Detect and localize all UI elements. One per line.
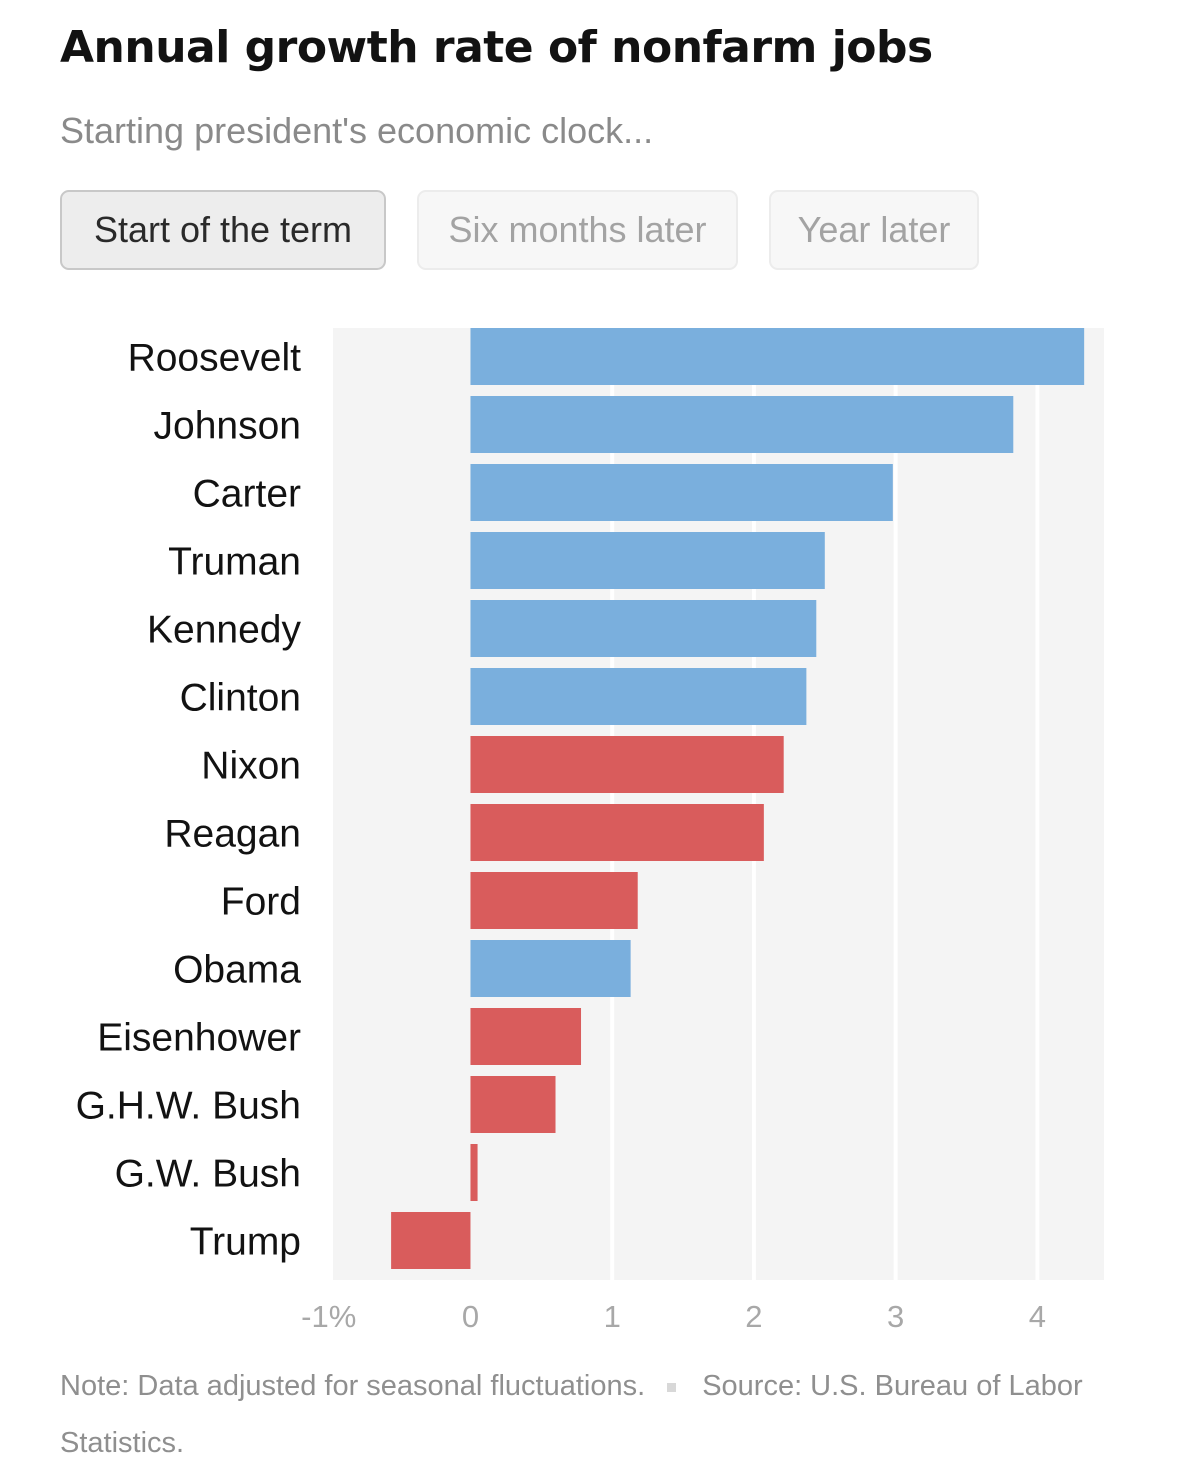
- chart-title: Annual growth rate of nonfarm jobs: [60, 22, 933, 73]
- category-label: Roosevelt: [128, 337, 302, 380]
- category-label: Johnson: [154, 405, 301, 448]
- category-label: Kennedy: [147, 609, 301, 652]
- tab-start-of-term[interactable]: Start of the term: [60, 190, 386, 270]
- bar-trump: [391, 1212, 471, 1269]
- bar-kennedy: [470, 600, 817, 657]
- bar-eisenhower: [470, 1008, 582, 1065]
- x-tick-label: 4: [1029, 1299, 1046, 1330]
- category-label: G.W. Bush: [115, 1153, 301, 1196]
- bar-truman: [470, 532, 825, 589]
- category-label: G.H.W. Bush: [76, 1085, 301, 1128]
- category-label: Trump: [190, 1221, 301, 1264]
- category-label: Clinton: [180, 677, 301, 720]
- bar-obama: [470, 940, 631, 997]
- x-tick-label: 0: [462, 1299, 479, 1330]
- category-label: Truman: [168, 541, 301, 584]
- tab-six-months-later[interactable]: Six months later: [417, 190, 738, 270]
- bar-roosevelt: [470, 328, 1085, 385]
- bar-g-w-bush: [470, 1144, 478, 1201]
- x-tick-label: 1: [604, 1299, 621, 1330]
- x-tick-label: 2: [745, 1299, 762, 1330]
- bar-carter: [470, 464, 893, 521]
- bar-reagan: [470, 804, 764, 861]
- category-label: Obama: [173, 949, 301, 992]
- category-label: Ford: [221, 881, 301, 924]
- source-text: Source: U.S. Bureau of Labor Statistics.: [60, 1370, 1083, 1459]
- x-tick-label: 3: [887, 1299, 904, 1330]
- chart-footnote: Note: Data adjusted for seasonal fluctua…: [60, 1358, 1130, 1472]
- bar-g-h-w-bush: [470, 1076, 556, 1133]
- bar-ford: [470, 872, 638, 929]
- separator-icon: [667, 1382, 677, 1392]
- bar-chart: -1% 0 1 2 3 4 Roosevelt Johnson Carter Truman Kenn…: [76, 328, 1104, 1330]
- chart-subtitle: Starting president's economic clock...: [60, 110, 654, 151]
- category-label: Reagan: [164, 813, 301, 856]
- category-label: Nixon: [201, 745, 301, 788]
- category-label: Eisenhower: [97, 1017, 301, 1060]
- bar-nixon: [470, 736, 784, 793]
- bar-clinton: [470, 668, 807, 725]
- category-label: Carter: [193, 473, 301, 516]
- note-text: Note: Data adjusted for seasonal fluctua…: [60, 1370, 646, 1402]
- x-tick-label: -1%: [301, 1299, 356, 1330]
- bar-johnson: [470, 396, 1014, 453]
- tab-year-later[interactable]: Year later: [769, 190, 979, 270]
